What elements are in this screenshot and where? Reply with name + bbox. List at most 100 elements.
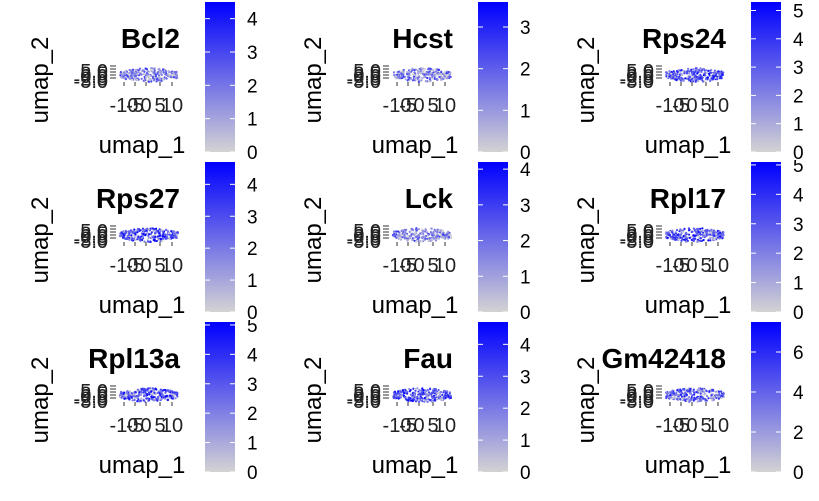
umap-point [130, 72, 133, 75]
umap-point [162, 233, 165, 237]
umap-point [171, 74, 174, 77]
umap-point [700, 391, 703, 394]
umap-point [711, 233, 714, 237]
umap-point [167, 236, 170, 239]
y-tick-label: 5.0 [80, 221, 108, 243]
umap-point [412, 387, 415, 390]
y-tick-label: 0.0 [80, 66, 108, 88]
umap-point [174, 397, 177, 400]
umap-point [164, 73, 167, 76]
umap-point [689, 388, 692, 391]
umap-point [690, 397, 693, 400]
umap-point [165, 234, 168, 237]
umap-point [676, 234, 679, 237]
umap-point [166, 73, 169, 76]
umap-point [418, 75, 421, 78]
umap-point [162, 77, 165, 80]
umap-point [133, 228, 136, 231]
umap-point [171, 391, 174, 394]
umap-point [708, 236, 711, 239]
umap-point [147, 70, 150, 73]
umap-point [133, 398, 136, 402]
y-axis-label: umap_2 [300, 197, 327, 284]
umap-point [684, 235, 687, 238]
umap-point [416, 399, 419, 402]
panel-title: Bcl2 [121, 23, 180, 54]
y-tick-label: 0.0 [353, 226, 381, 248]
umap-point [120, 393, 123, 396]
umap-point [443, 75, 446, 78]
umap-point [158, 234, 161, 237]
umap-point [400, 394, 403, 397]
umap-point [718, 393, 721, 396]
panel-title: Rps24 [642, 23, 726, 54]
umap-point [705, 231, 708, 234]
feature-panel: 0 1 2 3 4 Bcl2 umap_2 umap_1 5.0 2.5 0.0 -2.5 -5.0 -1… [0, 0, 273, 164]
x-tick-label: 5 [427, 415, 438, 437]
umap-point [702, 80, 705, 83]
umap-point [153, 228, 156, 231]
umap-point [167, 70, 170, 73]
umap-point [666, 74, 669, 77]
feature-panel: 0 1 2 3 4 5 Rpl13a umap_2 umap_1 5.0 2.5 0.0 -2.5 -5.… [0, 316, 273, 484]
x-tick-label: 5 [700, 255, 711, 277]
umap-point [164, 395, 167, 398]
umap-point [709, 69, 712, 72]
umap-point [435, 397, 439, 400]
umap-point [159, 238, 162, 241]
umap-point [684, 391, 687, 394]
umap-point [677, 238, 680, 241]
umap-point [684, 231, 688, 235]
umap-point [448, 391, 451, 394]
umap-point [434, 74, 437, 77]
umap-point [130, 238, 133, 242]
umap-point [412, 75, 415, 78]
umap-point [713, 395, 716, 399]
umap-point [160, 395, 163, 398]
umap-point [447, 70, 450, 74]
umap-points [665, 227, 725, 243]
umap-points [665, 387, 725, 403]
umap-point [693, 393, 696, 396]
umap-point [168, 394, 172, 397]
umap-point [119, 390, 123, 393]
umap-point [422, 229, 425, 232]
feature-panel: 0 1 2 3 4 5 Rpl17 umap_2 umap_1 5.0 2.5 0.0 -2.5 -5.0… [546, 156, 819, 324]
umap-point [140, 73, 143, 76]
x-tick-label: 0 [413, 255, 424, 277]
umap-point [667, 233, 670, 236]
umap-point [699, 67, 702, 70]
umap-point [693, 234, 696, 237]
umap-point [412, 73, 415, 76]
umap-point [692, 399, 695, 402]
umap-point [129, 390, 132, 393]
umap-point [703, 229, 706, 232]
umap-point [678, 234, 682, 237]
umap-point [166, 229, 169, 232]
umap-point [421, 72, 424, 75]
umap-point [173, 392, 176, 395]
umap-point [132, 237, 135, 241]
umap-point [710, 75, 713, 78]
umap-point [432, 388, 435, 391]
umap-point [426, 231, 429, 234]
umap-point [687, 397, 690, 400]
umap-point [449, 236, 453, 239]
umap-point [699, 233, 702, 236]
umap-point [169, 76, 172, 79]
umap-point [435, 70, 438, 73]
x-tick-label: 5 [427, 255, 438, 277]
feature-panel: 0 1 2 3 4 Lck umap_2 umap_1 5.0 2.5 0.0 -2.5 -5.0 -10… [273, 160, 546, 324]
x-tick-label: 0 [686, 255, 697, 277]
umap-point [168, 396, 171, 399]
umap-point [685, 240, 688, 243]
x-tick-label: -5 [672, 255, 690, 277]
umap-point [405, 390, 408, 393]
x-tick-label: 0 [140, 415, 151, 437]
umap-point [132, 233, 135, 236]
umap-point [435, 394, 438, 397]
umap-point [698, 231, 701, 234]
umap-point [439, 393, 442, 396]
x-tick-label: 10 [161, 255, 183, 277]
umap-point [126, 390, 129, 393]
